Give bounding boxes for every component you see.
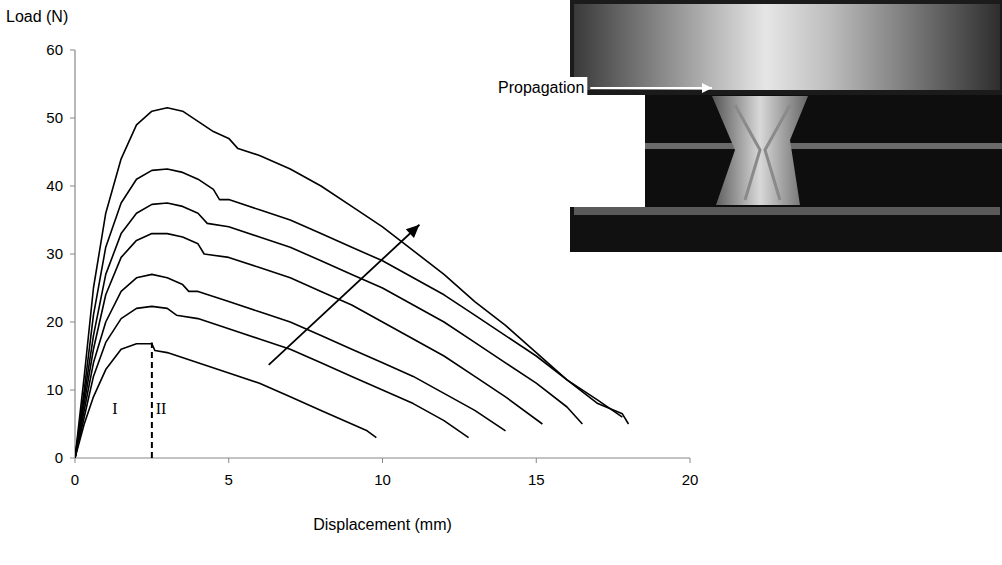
plot-data: [75, 108, 629, 458]
load-curve: [75, 306, 469, 458]
load-curve: [75, 274, 506, 458]
y-tick-label: 50: [46, 109, 63, 126]
chart: Propagation 0 5 10 15 20 0 10 20 30 40 50 60 Displace…: [0, 0, 1002, 565]
x-tick-label: 10: [374, 471, 391, 488]
x-tick-label: 5: [225, 471, 233, 488]
y-tick: [70, 254, 75, 255]
y-tick-label: 0: [55, 449, 63, 466]
load-curve: [75, 234, 542, 458]
x-tick-label: 0: [71, 471, 79, 488]
axes: 0 5 10 15 20 0 10 20 30 40 50 60: [46, 41, 698, 488]
trend-arrowhead: [406, 225, 420, 238]
y-tick: [70, 118, 75, 119]
x-tick-label: 20: [682, 471, 699, 488]
y-tick: [70, 50, 75, 51]
photo-specimen: [712, 96, 808, 205]
photo-bottom-edge: [574, 207, 1000, 215]
region-boundary: [151, 342, 153, 458]
load-curve: [75, 108, 629, 458]
inset-arrow: [590, 87, 712, 89]
photo-top-plate: [574, 4, 1000, 90]
y-tick: [70, 186, 75, 187]
trend-arrow: [269, 225, 420, 365]
load-curve: [75, 203, 582, 458]
photo-edge-line: [645, 143, 1002, 149]
inset-arrowhead: [702, 83, 712, 93]
y-axis-title: Load (N): [6, 8, 68, 25]
x-tick-label: 15: [528, 471, 545, 488]
x-tick: [75, 458, 76, 463]
inset-label: Propagation: [498, 79, 584, 96]
region-label: II: [156, 400, 167, 417]
y-tick-label: 30: [46, 245, 63, 262]
region-label: I: [112, 400, 117, 417]
photo-middle: [645, 95, 1002, 207]
photo-top-frame: [570, 0, 1002, 95]
y-tick-label: 10: [46, 381, 63, 398]
photo-crack: [735, 105, 790, 200]
inset-label-ground: [495, 77, 587, 98]
x-axis-title: Displacement (mm): [313, 516, 452, 533]
y-tick: [70, 390, 75, 391]
x-tick: [228, 458, 229, 463]
load-curve: [75, 169, 622, 458]
x-tick: [382, 458, 383, 463]
inset-photo: [570, 0, 1002, 252]
x-tick: [690, 458, 691, 463]
y-tick-label: 40: [46, 177, 63, 194]
photo-bottom: [570, 207, 1002, 252]
load-curve: [75, 344, 376, 458]
y-tick: [70, 458, 75, 459]
y-tick-label: 20: [46, 313, 63, 330]
y-tick-label: 60: [46, 41, 63, 58]
y-tick: [70, 322, 75, 323]
x-tick: [536, 458, 537, 463]
